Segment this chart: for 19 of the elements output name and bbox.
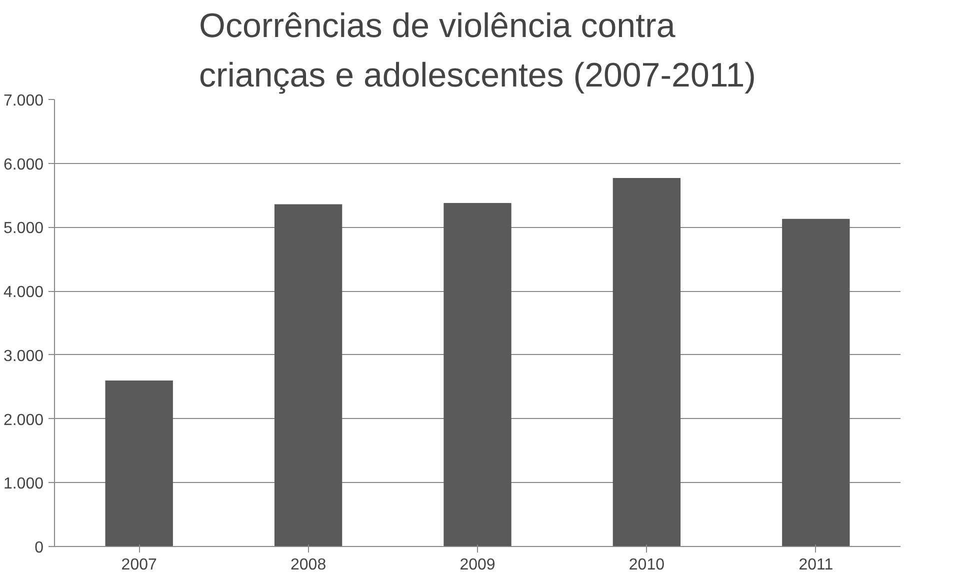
y-tick-label: 2.000 xyxy=(3,412,44,429)
x-tick-label: 2008 xyxy=(290,556,326,574)
y-tick-label: 6.000 xyxy=(3,156,44,174)
chart-title: Ocorrências de violência contra crianças e adolescentes (2007-2011) xyxy=(199,7,756,94)
x-tick-label: 2007 xyxy=(121,556,157,574)
y-tick-label: 7.000 xyxy=(3,92,44,110)
x-tick-label: 2010 xyxy=(628,556,665,574)
y-tick-label: 3.000 xyxy=(3,348,44,365)
x-tick-label: 2011 xyxy=(798,556,834,574)
y-tick-label: 4.000 xyxy=(3,284,44,302)
bar xyxy=(105,380,173,546)
bar xyxy=(782,218,850,546)
bar xyxy=(612,178,681,546)
y-tick-label: 1.000 xyxy=(3,476,44,493)
bar xyxy=(444,202,512,546)
y-tick-label: 5.000 xyxy=(3,220,44,238)
x-tick-label: 2009 xyxy=(460,556,496,574)
y-tick-label: 0 xyxy=(34,540,44,556)
bar xyxy=(274,204,342,546)
